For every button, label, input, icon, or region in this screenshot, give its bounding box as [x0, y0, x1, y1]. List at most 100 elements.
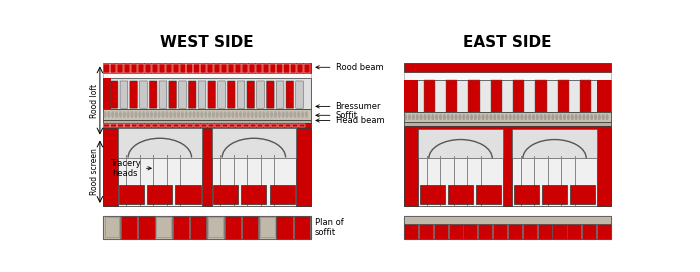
- Ellipse shape: [181, 111, 184, 118]
- Ellipse shape: [477, 114, 481, 120]
- Ellipse shape: [416, 114, 419, 120]
- Bar: [508, 224, 522, 239]
- Ellipse shape: [239, 111, 242, 118]
- Ellipse shape: [447, 114, 450, 120]
- Bar: [570, 185, 595, 204]
- Bar: [513, 80, 524, 112]
- Ellipse shape: [606, 114, 609, 120]
- Bar: [186, 64, 193, 73]
- Ellipse shape: [474, 114, 477, 120]
- Ellipse shape: [150, 111, 153, 118]
- Bar: [213, 185, 238, 204]
- FancyBboxPatch shape: [139, 81, 147, 108]
- Bar: [202, 128, 211, 206]
- Bar: [138, 216, 155, 239]
- Ellipse shape: [555, 114, 559, 120]
- Bar: [173, 216, 189, 239]
- Bar: [404, 112, 611, 122]
- Bar: [190, 216, 206, 239]
- Text: Bressumer: Bressumer: [316, 102, 381, 111]
- Ellipse shape: [204, 111, 207, 118]
- Bar: [118, 128, 202, 157]
- Bar: [463, 224, 477, 239]
- Bar: [270, 185, 295, 204]
- FancyBboxPatch shape: [111, 81, 118, 108]
- Bar: [296, 128, 311, 206]
- FancyBboxPatch shape: [267, 81, 274, 108]
- Bar: [440, 156, 442, 206]
- Bar: [180, 124, 186, 128]
- Bar: [104, 124, 110, 128]
- Ellipse shape: [231, 111, 234, 118]
- FancyBboxPatch shape: [237, 81, 245, 108]
- Bar: [299, 124, 305, 128]
- Bar: [298, 64, 303, 73]
- Ellipse shape: [223, 111, 227, 118]
- Bar: [260, 217, 274, 237]
- Ellipse shape: [255, 111, 258, 118]
- Ellipse shape: [134, 111, 137, 118]
- Bar: [125, 124, 130, 128]
- Text: WEST SIDE: WEST SIDE: [160, 35, 253, 50]
- FancyBboxPatch shape: [159, 81, 167, 108]
- Bar: [207, 216, 224, 239]
- Ellipse shape: [185, 111, 188, 118]
- Ellipse shape: [419, 114, 423, 120]
- Bar: [536, 80, 547, 112]
- Bar: [179, 64, 186, 73]
- Bar: [271, 124, 277, 128]
- Bar: [270, 64, 276, 73]
- Ellipse shape: [193, 111, 195, 118]
- Bar: [419, 224, 433, 239]
- Ellipse shape: [162, 111, 164, 118]
- Text: Rood beam: Rood beam: [316, 63, 383, 72]
- FancyBboxPatch shape: [247, 81, 255, 108]
- FancyBboxPatch shape: [228, 81, 235, 108]
- Bar: [292, 124, 298, 128]
- Text: Rood loft: Rood loft: [90, 84, 99, 118]
- Ellipse shape: [251, 111, 253, 118]
- Bar: [118, 124, 123, 128]
- Ellipse shape: [427, 114, 430, 120]
- Bar: [523, 224, 537, 239]
- Bar: [241, 185, 267, 204]
- Bar: [247, 155, 248, 206]
- Bar: [478, 224, 492, 239]
- FancyBboxPatch shape: [198, 81, 206, 108]
- Ellipse shape: [520, 114, 524, 120]
- Bar: [152, 124, 158, 128]
- Ellipse shape: [582, 114, 585, 120]
- Ellipse shape: [590, 114, 593, 120]
- Ellipse shape: [470, 114, 473, 120]
- Bar: [180, 155, 181, 206]
- Bar: [434, 224, 448, 239]
- Ellipse shape: [494, 114, 496, 120]
- Ellipse shape: [532, 114, 535, 120]
- Ellipse shape: [458, 114, 461, 120]
- Ellipse shape: [598, 114, 601, 120]
- Bar: [211, 128, 296, 157]
- Bar: [404, 129, 611, 206]
- Bar: [404, 80, 611, 112]
- Bar: [173, 64, 178, 73]
- Bar: [147, 185, 172, 204]
- Bar: [139, 155, 141, 206]
- Bar: [449, 224, 463, 239]
- Bar: [124, 64, 130, 73]
- Ellipse shape: [188, 111, 192, 118]
- Ellipse shape: [177, 111, 180, 118]
- Bar: [493, 224, 507, 239]
- Bar: [242, 64, 248, 73]
- FancyBboxPatch shape: [149, 81, 157, 108]
- Bar: [139, 124, 144, 128]
- Bar: [512, 129, 597, 159]
- Bar: [404, 224, 418, 239]
- FancyBboxPatch shape: [188, 81, 196, 108]
- Ellipse shape: [216, 111, 219, 118]
- Ellipse shape: [197, 111, 199, 118]
- Bar: [448, 185, 473, 204]
- Ellipse shape: [146, 111, 149, 118]
- Ellipse shape: [552, 114, 554, 120]
- Ellipse shape: [270, 111, 273, 118]
- FancyBboxPatch shape: [169, 81, 176, 108]
